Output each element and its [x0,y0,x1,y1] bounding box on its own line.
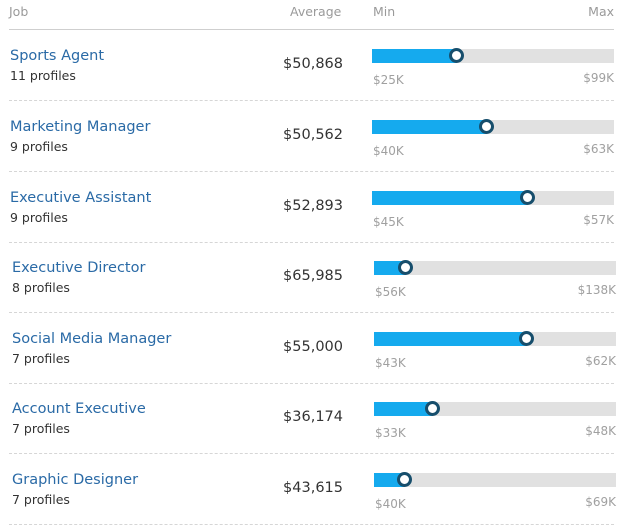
row-divider [9,312,614,313]
job-title-link[interactable]: Social Media Manager [12,331,172,347]
profile-count: 7 profiles [12,421,70,436]
table-row: Executive Director 8 profiles $65,985 $56K $… [0,242,627,312]
header-job: Job [9,4,29,19]
header-divider [9,29,614,30]
average-marker-knob[interactable] [519,331,534,346]
max-salary: $138K [577,283,616,297]
max-salary: $62K [585,354,616,368]
max-salary: $99K [583,71,614,85]
table-header: Job Average Min Max [0,0,627,30]
average-marker-knob[interactable] [520,190,535,205]
average-salary: $65,985 [283,268,343,284]
salary-range-track [374,331,616,346]
average-marker-knob[interactable] [397,472,412,487]
table-row: Graphic Designer 7 profiles $43,615 $40K $69… [0,454,627,524]
profile-count: 11 profiles [10,68,76,83]
job-title-link[interactable]: Executive Director [12,260,146,276]
max-salary: $69K [585,495,616,509]
header-max: Max [588,4,614,19]
table-row: Executive Assistant 9 profiles $52,893 $45K… [0,172,627,242]
salary-range-fill [372,191,527,205]
profile-count: 7 profiles [12,351,70,366]
salary-range-fill [374,261,405,275]
job-title-link[interactable]: Graphic Designer [12,472,139,488]
average-marker-knob[interactable] [449,48,464,63]
salary-range-track [372,48,614,63]
min-salary: $33K [375,426,406,440]
profile-count: 8 profiles [12,280,70,295]
job-title-link[interactable]: Executive Assistant [10,190,152,206]
salary-range-fill [374,332,526,346]
average-salary: $43,615 [283,480,343,496]
average-salary: $50,562 [283,127,343,143]
salary-range-track [372,119,614,134]
min-salary: $56K [375,285,406,299]
row-divider [9,171,614,172]
header-average: Average [290,4,342,19]
salary-range-track [372,190,614,205]
salary-range-track [374,401,616,416]
salary-range-fill [372,120,486,134]
row-divider [9,100,614,101]
table-row: Account Executive 7 profiles $36,174 $33K $4… [0,383,627,453]
job-title-link[interactable]: Marketing Manager [10,119,151,135]
profile-count: 9 profiles [10,210,68,225]
table-row: Social Media Manager 7 profiles $55,000 $43… [0,313,627,383]
salary-range-fill [374,473,404,487]
row-divider [9,383,614,384]
max-salary: $57K [583,213,614,227]
min-salary: $43K [375,356,406,370]
min-salary: $25K [373,73,404,87]
table-row: Sports Agent 11 profiles $50,868 $25K $99K [0,30,627,100]
row-divider [9,242,614,243]
profile-count: 9 profiles [10,139,68,154]
salary-range-track [374,472,616,487]
salary-range-fill [374,402,432,416]
average-salary: $36,174 [283,409,343,425]
average-marker-knob[interactable] [479,119,494,134]
salary-range-fill [372,49,456,63]
salary-range-track [374,260,616,275]
profile-count: 7 profiles [12,492,70,507]
row-divider [9,453,614,454]
header-min: Min [373,4,396,19]
average-marker-knob[interactable] [398,260,413,275]
min-salary: $40K [375,497,406,511]
average-salary: $50,868 [283,56,343,72]
job-title-link[interactable]: Sports Agent [10,48,105,64]
min-salary: $40K [373,144,404,158]
min-salary: $45K [373,215,404,229]
average-marker-knob[interactable] [425,401,440,416]
max-salary: $48K [585,424,616,438]
table-row: Marketing Manager 9 profiles $50,562 $40K $6… [0,101,627,171]
average-salary: $52,893 [283,198,343,214]
row-divider [9,524,614,525]
average-salary: $55,000 [283,339,343,355]
job-title-link[interactable]: Account Executive [12,401,146,417]
max-salary: $63K [583,142,614,156]
